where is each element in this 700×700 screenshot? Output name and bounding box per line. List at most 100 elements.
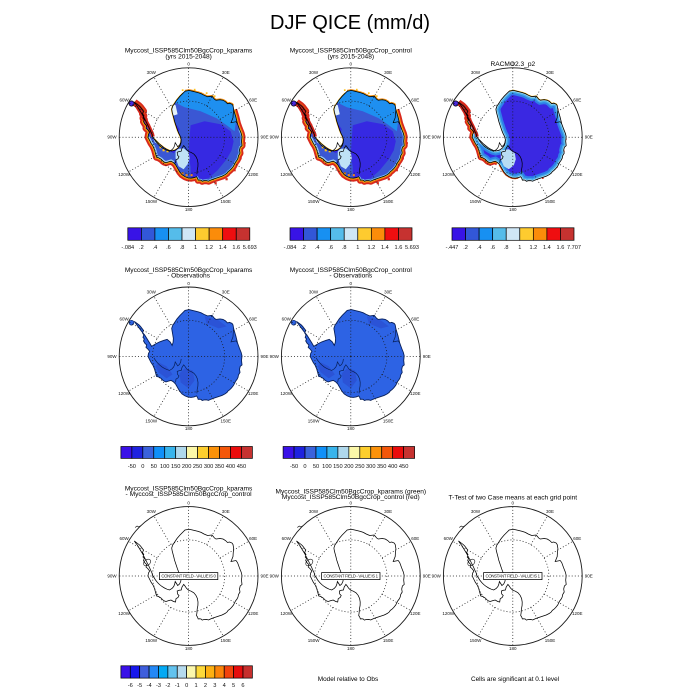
svg-text:30E: 30E <box>546 70 554 75</box>
svg-text:0: 0 <box>350 501 353 506</box>
svg-text:5: 5 <box>232 683 235 689</box>
svg-text:.2: .2 <box>139 245 144 251</box>
svg-text:180: 180 <box>185 646 193 651</box>
svg-text:7.707: 7.707 <box>567 245 581 251</box>
svg-text:0: 0 <box>512 501 515 506</box>
svg-text:1.6: 1.6 <box>395 245 403 251</box>
svg-text:0: 0 <box>141 464 144 470</box>
svg-text:90E: 90E <box>585 135 593 140</box>
svg-text:60E: 60E <box>249 317 257 322</box>
svg-text:150W: 150W <box>470 199 483 204</box>
svg-text:60W: 60W <box>282 317 292 322</box>
svg-text:-6: -6 <box>128 683 133 689</box>
svg-text:180: 180 <box>509 207 517 212</box>
svg-text:120E: 120E <box>410 172 421 177</box>
svg-text:120E: 120E <box>248 391 259 396</box>
svg-text:180: 180 <box>185 207 193 212</box>
svg-text:200: 200 <box>344 464 354 470</box>
svg-text:3: 3 <box>213 683 216 689</box>
svg-text:60W: 60W <box>282 536 292 541</box>
svg-text:120W: 120W <box>118 172 131 177</box>
svg-text:30W: 30W <box>309 509 319 514</box>
svg-text:120W: 120W <box>442 172 455 177</box>
svg-text:120W: 120W <box>280 172 293 177</box>
svg-text:150W: 150W <box>470 638 483 643</box>
svg-text:-5: -5 <box>137 683 142 689</box>
svg-text:90W: 90W <box>107 354 117 359</box>
svg-text:120E: 120E <box>572 172 583 177</box>
svg-text:30W: 30W <box>471 509 481 514</box>
svg-text:0: 0 <box>187 501 190 506</box>
svg-text:30W: 30W <box>147 509 157 514</box>
svg-text:(yrs 2015-2048): (yrs 2015-2048) <box>328 53 375 60</box>
svg-text:1.2: 1.2 <box>529 245 537 251</box>
svg-text:180: 180 <box>347 207 355 212</box>
svg-text:Myccost_ISSP585Clm50BgcCrop_kp: Myccost_ISSP585Clm50BgcCrop_kparams (gre… <box>275 488 426 495</box>
svg-text:60E: 60E <box>573 97 581 102</box>
svg-text:150W: 150W <box>308 418 321 423</box>
svg-text:60W: 60W <box>444 536 454 541</box>
svg-text:30W: 30W <box>147 70 157 75</box>
svg-text:RACMO2.3_p2: RACMO2.3_p2 <box>490 61 535 68</box>
svg-text:- Observations: - Observations <box>329 273 373 280</box>
svg-text:120W: 120W <box>280 611 293 616</box>
svg-text:.2: .2 <box>463 245 468 251</box>
svg-text:0: 0 <box>303 464 306 470</box>
svg-text:90W: 90W <box>107 574 117 579</box>
svg-text:120W: 120W <box>442 611 455 616</box>
svg-text:250: 250 <box>355 464 365 470</box>
svg-text:30W: 30W <box>309 289 319 294</box>
svg-text:120E: 120E <box>248 172 259 177</box>
svg-text:150E: 150E <box>383 638 394 643</box>
svg-text:-4: -4 <box>147 683 152 689</box>
svg-text:30W: 30W <box>147 289 157 294</box>
svg-text:Myccost_ISSP585Clm50BgcCrop_kp: Myccost_ISSP585Clm50BgcCrop_kparams <box>125 267 253 274</box>
svg-text:30W: 30W <box>309 70 319 75</box>
svg-text:1: 1 <box>194 683 197 689</box>
svg-text:T-Test of two Case means at ea: T-Test of two Case means at each grid po… <box>448 495 577 502</box>
svg-text:150E: 150E <box>383 418 394 423</box>
svg-text:150W: 150W <box>145 199 158 204</box>
svg-text:150W: 150W <box>308 199 321 204</box>
svg-text:90W: 90W <box>270 135 280 140</box>
svg-text:1: 1 <box>356 245 359 251</box>
svg-text:90E: 90E <box>423 135 431 140</box>
svg-text:Myccost_ISSP585Clm50BgcCrop_kp: Myccost_ISSP585Clm50BgcCrop_kparams <box>125 485 253 492</box>
svg-text:100: 100 <box>160 464 170 470</box>
svg-text:90E: 90E <box>423 354 431 359</box>
svg-text:0: 0 <box>350 62 353 67</box>
svg-text:90E: 90E <box>261 574 269 579</box>
svg-text:.8: .8 <box>504 245 509 251</box>
svg-text:-1: -1 <box>175 683 180 689</box>
svg-text:0: 0 <box>187 281 190 286</box>
svg-text:150W: 150W <box>145 638 158 643</box>
svg-text:150E: 150E <box>221 638 232 643</box>
svg-text:90E: 90E <box>261 135 269 140</box>
svg-text:150W: 150W <box>145 418 158 423</box>
svg-text:60W: 60W <box>444 97 454 102</box>
svg-text:-.447: -.447 <box>446 245 459 251</box>
svg-text:90W: 90W <box>107 135 117 140</box>
svg-text:400: 400 <box>388 464 398 470</box>
svg-text:.4: .4 <box>153 245 158 251</box>
svg-text:30E: 30E <box>222 70 230 75</box>
svg-text:150E: 150E <box>221 418 232 423</box>
svg-text:100: 100 <box>322 464 332 470</box>
svg-text:-50: -50 <box>290 464 298 470</box>
svg-text:1.4: 1.4 <box>543 245 551 251</box>
svg-text:0: 0 <box>185 683 188 689</box>
svg-text:1.6: 1.6 <box>232 245 240 251</box>
svg-text:150W: 150W <box>308 638 321 643</box>
svg-text:.6: .6 <box>490 245 495 251</box>
svg-text:30E: 30E <box>546 509 554 514</box>
svg-text:Myccost_ISSP585Clm50BgcCrop_co: Myccost_ISSP585Clm50BgcCrop_control <box>290 267 413 274</box>
svg-text:0: 0 <box>350 281 353 286</box>
svg-text:60E: 60E <box>573 536 581 541</box>
svg-text:- Myccost_ISSP585Clm50BgcCrop_: - Myccost_ISSP585Clm50BgcCrop_control <box>126 491 253 498</box>
svg-text:1.2: 1.2 <box>367 245 375 251</box>
svg-text:120W: 120W <box>118 611 131 616</box>
svg-text:CONSTANT FIELD - VALUE IS 0: CONSTANT FIELD - VALUE IS 0 <box>161 574 216 579</box>
svg-text:90E: 90E <box>423 574 431 579</box>
svg-text:120E: 120E <box>248 611 259 616</box>
svg-text:.6: .6 <box>166 245 171 251</box>
